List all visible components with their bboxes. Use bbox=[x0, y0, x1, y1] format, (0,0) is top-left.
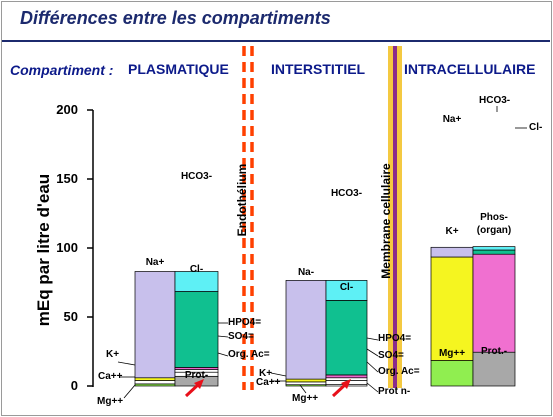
interstitial-prot-label: Prot n- bbox=[378, 386, 411, 397]
intracellular-phos-organ-label: (organ) bbox=[476, 225, 512, 236]
interstitial-na-label: Na- bbox=[297, 267, 315, 278]
title-underline bbox=[2, 40, 550, 42]
interstitial-mg-label: Mg++ bbox=[292, 393, 319, 404]
y-tick-100: 100 bbox=[56, 240, 78, 255]
intracellular-heading: INTRACELLULAIRE bbox=[404, 61, 536, 77]
interstitial-anions-hpo4--bar bbox=[325, 374, 368, 379]
y-tick-150: 150 bbox=[56, 171, 78, 186]
interstitial-anions-cl--bar bbox=[325, 300, 368, 376]
interstitial-leader-lines bbox=[270, 337, 379, 394]
plasma-mg-label: Mg++ bbox=[97, 396, 124, 407]
interstitial-k-label: K+ bbox=[259, 368, 273, 379]
intracellular-cl-label: Cl- bbox=[529, 122, 543, 133]
interstitial-so4-label: SO4= bbox=[378, 350, 404, 361]
interstitial-arrow bbox=[331, 379, 351, 398]
compartment-heading: Compartiment : bbox=[10, 62, 114, 78]
intracellular-leader-lines bbox=[496, 106, 527, 129]
y-axis bbox=[87, 109, 94, 387]
y-tick-0: 0 bbox=[70, 378, 78, 393]
intracellular-prot-label: Prot.- bbox=[480, 346, 508, 357]
endothelium-label: Endothélium bbox=[235, 163, 249, 237]
plasma-prot-label: Prot- bbox=[184, 370, 209, 381]
plasma-hpo4-label: HPO4= bbox=[228, 317, 262, 328]
intracellular-cations-mg--bar bbox=[430, 360, 474, 387]
intracellular-anions-cl--bar bbox=[472, 249, 516, 255]
interstitial-hpo4-label: HPO4= bbox=[378, 333, 412, 344]
interstitial-ca-label: Ca++ bbox=[256, 377, 281, 388]
interstitial-cl-label: Cl- bbox=[339, 282, 354, 293]
slide-title: Différences entre les compartiments bbox=[20, 8, 331, 28]
interstitial-hco3-label: HCO3- bbox=[330, 188, 363, 199]
membrane-label: Membrane cellulaire bbox=[379, 163, 393, 279]
plasma-ca-label: Ca++ bbox=[98, 371, 123, 382]
plasma-cations-ca--bar bbox=[134, 380, 176, 385]
cell-membrane bbox=[388, 46, 402, 388]
plasma-leader-lines bbox=[117, 322, 229, 399]
intracellular-k-label: K+ bbox=[445, 226, 459, 237]
plasma-arrow bbox=[184, 379, 204, 398]
plasma-hco3-label: HCO3- bbox=[180, 171, 213, 182]
plasma-heading: PLASMATIQUE bbox=[128, 61, 229, 77]
endothelium-separator bbox=[242, 46, 254, 390]
interstitial-cations-k--bar bbox=[285, 378, 327, 383]
intracellular-na-label: Na+ bbox=[442, 114, 462, 125]
interstitial-cations-na--bar bbox=[285, 280, 327, 380]
plasma-cl-label: Cl- bbox=[189, 264, 204, 275]
plasma-cations-na--bar bbox=[134, 271, 176, 379]
bars-layer bbox=[134, 246, 516, 387]
interstitial-heading: INTERSTITIEL bbox=[271, 61, 366, 77]
intracellular-anions-phos-organ--bar bbox=[472, 253, 516, 353]
intracellular-anions-hco3--bar bbox=[472, 246, 516, 251]
interstitial-anions-hco3--bar bbox=[325, 280, 368, 301]
interstitial-cations-ca--bar bbox=[285, 381, 327, 386]
intracellular-anions-prot--bar bbox=[472, 351, 516, 387]
intracellular-mg-label: Mg++ bbox=[438, 348, 466, 359]
intracellular-cations-k--bar bbox=[430, 256, 474, 361]
plasma-k-label: K+ bbox=[106, 349, 120, 360]
plasma-so4-label: SO4= bbox=[228, 331, 254, 342]
plasma-org-acid-label: Org. Ac= bbox=[228, 349, 270, 360]
intracellular-hco3-label: HCO3- bbox=[479, 95, 511, 106]
plasma-anions-cl--bar bbox=[174, 291, 219, 368]
interstitial-org-acid-label: Org. Ac= bbox=[378, 366, 420, 377]
intracellular-phos-label: Phos- bbox=[480, 212, 508, 223]
plasma-na-label: Na+ bbox=[145, 257, 165, 268]
intracellular-cations-na--bar bbox=[430, 246, 474, 258]
plasma-anions-hco3--bar bbox=[174, 271, 219, 292]
y-tick-200: 200 bbox=[56, 102, 78, 117]
y-tick-50: 50 bbox=[63, 309, 78, 324]
